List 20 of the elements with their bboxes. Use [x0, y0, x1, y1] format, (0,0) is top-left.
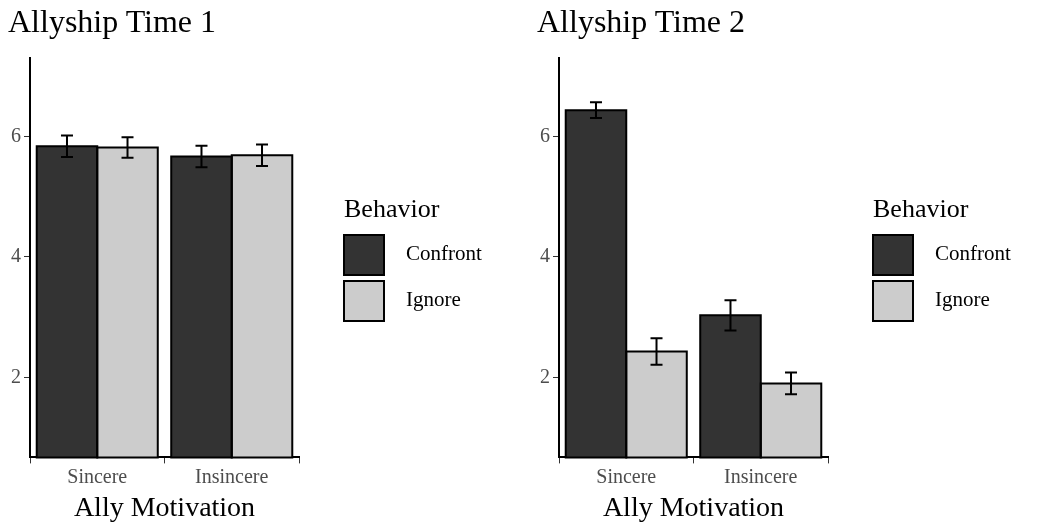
y-tick-label: 6	[540, 123, 550, 146]
x-tick-label: Insincere	[724, 464, 798, 487]
chart-title: Allyship Time 1	[8, 2, 217, 39]
x-tick-label: Sincere	[596, 464, 657, 487]
legend-label: Confront	[406, 241, 482, 266]
legend-label: Confront	[935, 241, 1011, 266]
y-tick-label: 4	[540, 244, 550, 267]
x-axis-title: Ally Motivation	[602, 490, 785, 522]
y-tick-label: 2	[540, 364, 550, 387]
x-tick-label: Insincere	[195, 464, 269, 487]
legend-label: Ignore	[935, 287, 990, 312]
y-tick-label: 2	[11, 364, 21, 387]
legend-title: Behavior	[873, 193, 969, 223]
y-tick-label: 4	[11, 244, 21, 267]
y-tick-label: 6	[11, 123, 21, 146]
legend-title: Behavior	[344, 193, 440, 223]
legend-label: Ignore	[406, 287, 461, 312]
x-axis-title: Ally Motivation	[73, 490, 256, 522]
x-tick-label: Sincere	[67, 464, 128, 487]
chart-title: Allyship Time 2	[537, 2, 746, 39]
